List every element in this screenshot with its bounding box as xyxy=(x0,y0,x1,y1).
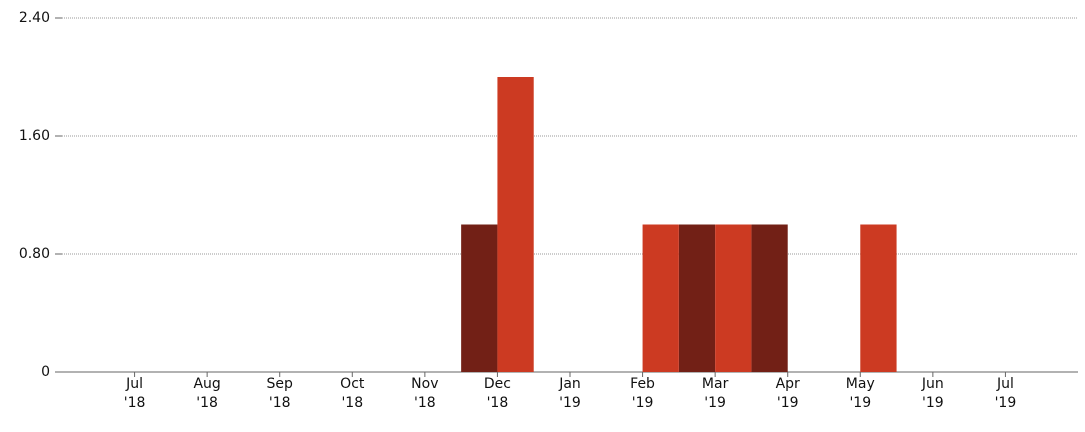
y-tick-label: 0 xyxy=(41,364,50,380)
x-tick-label: Aug '18 xyxy=(193,376,221,411)
y-tick-label: 1.60 xyxy=(19,128,50,144)
bar xyxy=(642,224,679,372)
x-tick-label: Apr '19 xyxy=(775,376,800,411)
x-tick-label: Oct '18 xyxy=(340,376,365,411)
bar xyxy=(461,224,498,372)
y-tick-label: 0.80 xyxy=(19,246,50,262)
x-tick-label: Feb '19 xyxy=(630,376,655,411)
bar xyxy=(860,224,897,372)
x-tick-label: Sep '18 xyxy=(266,376,293,411)
x-tick-label: Dec '18 xyxy=(483,376,511,411)
x-tick-label: May '19 xyxy=(845,376,875,411)
bar xyxy=(751,224,788,372)
x-tick-label: Jun '19 xyxy=(921,376,944,411)
bar xyxy=(497,77,534,372)
y-tick-label: 2.40 xyxy=(19,10,50,26)
bar xyxy=(715,224,752,372)
bar xyxy=(678,224,716,372)
x-tick-label: Jul '18 xyxy=(123,376,146,411)
x-tick-label: Jan '19 xyxy=(559,376,581,411)
x-tick-label: Mar '19 xyxy=(701,376,729,411)
x-tick-label: Jul '19 xyxy=(994,376,1017,411)
x-tick-label: Nov '18 xyxy=(411,376,439,411)
